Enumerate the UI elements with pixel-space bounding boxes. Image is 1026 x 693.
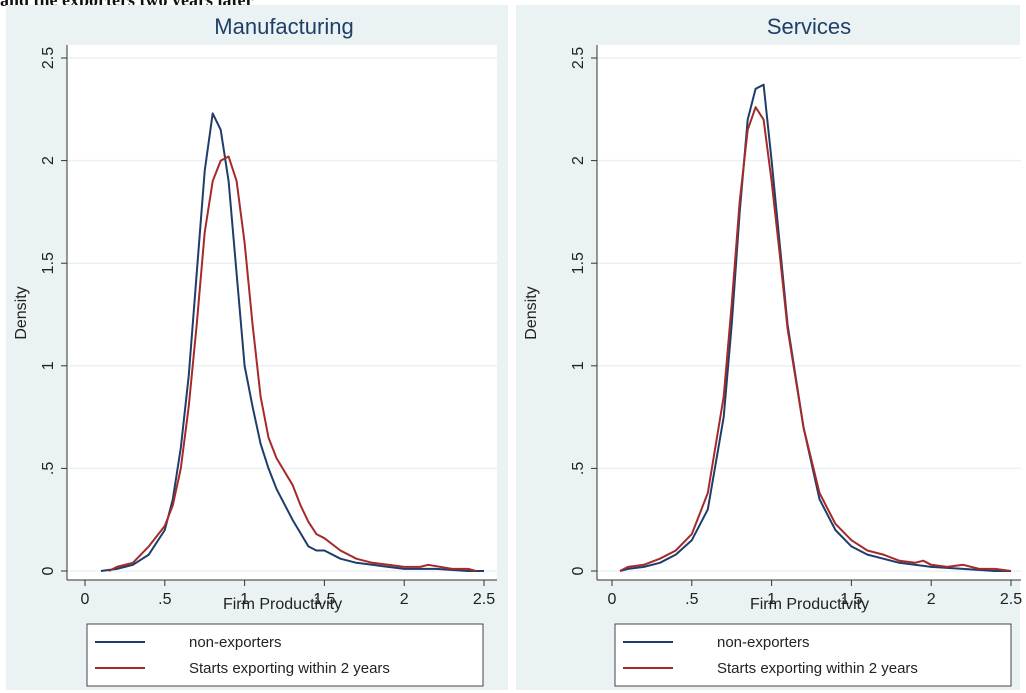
panel-title: Services — [767, 14, 851, 39]
x-tick-label: 0 — [608, 591, 617, 608]
legend-label: Starts exporting within 2 years — [717, 660, 918, 677]
y-tick-label: 1.5 — [40, 252, 57, 274]
x-axis-label: Firm Productivity — [750, 596, 869, 613]
x-tick-label: 2.5 — [1000, 591, 1022, 608]
y-axis-label: Density — [523, 286, 540, 339]
panel-title: Manufacturing — [214, 14, 353, 39]
y-tick-label: 1.5 — [570, 252, 587, 274]
legend-label: non-exporters — [189, 634, 282, 651]
series-line-non-exporters — [100, 112, 484, 572]
x-tick-label: 1 — [240, 591, 249, 608]
y-tick-label: 0 — [570, 566, 587, 575]
legend-box — [614, 623, 1012, 687]
y-tick-label: 2 — [570, 156, 587, 165]
y-tick-label: .5 — [40, 462, 57, 475]
series-line-non-exporters — [619, 83, 1011, 572]
x-tick-label: 1.5 — [840, 591, 862, 608]
x-tick-label: .5 — [158, 591, 171, 608]
series-line-starts-exporting — [619, 106, 1012, 572]
series-line-starts-exporting — [108, 155, 477, 572]
y-axis-label: Density — [13, 286, 30, 339]
x-tick-label: 2 — [927, 591, 936, 608]
x-tick-label: 1.5 — [313, 591, 335, 608]
legend-box — [86, 623, 484, 687]
plot-area — [67, 45, 497, 580]
x-tick-label: 1 — [767, 591, 776, 608]
x-tick-label: 2 — [400, 591, 409, 608]
y-tick-label: 1 — [570, 361, 587, 370]
y-tick-label: 2 — [40, 156, 57, 165]
y-tick-label: 0 — [40, 566, 57, 575]
y-tick-label: 1 — [40, 361, 57, 370]
x-axis-label: Firm Productivity — [223, 596, 342, 613]
plot-area — [597, 45, 1021, 580]
x-tick-label: .5 — [685, 591, 698, 608]
y-tick-label: .5 — [570, 462, 587, 475]
legend-label: non-exporters — [717, 634, 810, 651]
y-tick-label: 2.5 — [570, 47, 587, 69]
x-tick-label: 2.5 — [473, 591, 495, 608]
y-tick-label: 2.5 — [40, 47, 57, 69]
legend-label: Starts exporting within 2 years — [189, 660, 390, 677]
x-tick-label: 0 — [81, 591, 90, 608]
